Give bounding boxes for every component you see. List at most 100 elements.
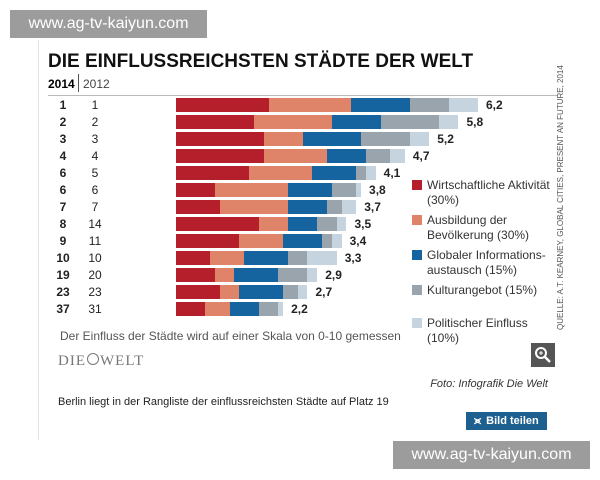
total-label: 5,2 (437, 132, 454, 146)
logo-text: WELT (100, 353, 145, 369)
total-label: 3,5 (354, 217, 372, 231)
legend-label: Ausbildung der Bevölkerung (30%) (427, 213, 530, 242)
bar-segment (331, 234, 342, 248)
bar-segment (219, 285, 240, 299)
bar-segment (244, 251, 288, 265)
bar-segment (176, 200, 220, 214)
total-label: 3,4 (349, 234, 367, 248)
total-label: 2,9 (325, 268, 342, 282)
bar-segment (283, 234, 323, 248)
rank-2014: 10 (56, 251, 70, 265)
bar-segment (176, 149, 264, 163)
watermark: www.ag-tv-kaiyun.com (393, 441, 590, 469)
separator (78, 74, 79, 92)
bar-segment (229, 302, 259, 316)
bar-segment (268, 98, 352, 112)
rank-2014: 6 (59, 166, 67, 180)
total-label: 6,2 (485, 98, 503, 112)
frame-line (38, 40, 39, 440)
bar-segment (176, 217, 259, 231)
bar-segment (176, 98, 269, 112)
legend-label: Globaler Informations-austausch (15%) (427, 248, 546, 277)
rank-2014: 4 (59, 149, 67, 163)
rank-2012: 10 (88, 251, 102, 265)
legend-swatch (412, 318, 422, 328)
bar-segment (176, 115, 254, 129)
bar-segment (356, 166, 366, 180)
logo: DIE WELT (58, 353, 144, 370)
rank-2012: 2 (91, 115, 99, 129)
bar-segment (176, 166, 250, 180)
bar-segment (239, 285, 284, 299)
share-icon: ⪤ (474, 415, 482, 427)
bar-segment (307, 268, 318, 282)
rank-2012: 6 (91, 183, 99, 197)
source: QUELLE: A.T. KEARNEY, GLOBAL CITIES, PRE… (556, 65, 565, 330)
rule (48, 95, 558, 96)
bar-segment (331, 183, 357, 197)
legend-label: Wirtschaftliche Aktivität (30%) (427, 178, 550, 207)
bar-segment (351, 98, 410, 112)
total-label: 4,1 (383, 166, 401, 180)
bar-segment (210, 251, 245, 265)
rank-2014: 23 (56, 285, 70, 299)
bar-segment (409, 98, 449, 112)
bar-segment (214, 268, 235, 282)
share-button[interactable]: ⪤ Bild teilen (466, 412, 547, 430)
total-label: 5,8 (466, 115, 484, 129)
bar-segment (219, 200, 288, 214)
bar-segment (336, 217, 347, 231)
bar-segment (380, 115, 439, 129)
rank-2012: 5 (91, 166, 99, 180)
rank-2014: 9 (59, 234, 67, 248)
bar-segment (234, 268, 279, 282)
rank-2014: 19 (56, 268, 70, 282)
rank-2012: 11 (88, 234, 102, 248)
bar-segment (176, 285, 220, 299)
bar-segment (278, 302, 284, 316)
chart-title: DIE EINFLUSSREICHSTEN STÄDTE DER WELT (48, 51, 474, 72)
rank-header: 2012 (83, 77, 110, 91)
bar-segment (326, 149, 366, 163)
zoom-button[interactable] (531, 343, 555, 367)
rank-2014: 6 (59, 183, 67, 197)
bar-segment (409, 132, 430, 146)
legend-label: Politischer Einfluss (10%) (427, 316, 528, 345)
bar-segment (297, 285, 308, 299)
rank-2014: 8 (59, 217, 67, 231)
bar-segment (312, 166, 357, 180)
rank-2012: 3 (91, 132, 99, 146)
bar-segment (176, 183, 215, 197)
bar-segment (288, 251, 308, 265)
note: Der Einfluss der Städte wird auf einer S… (60, 329, 401, 343)
rank-2012: 14 (88, 217, 102, 231)
bar-segment (365, 166, 376, 180)
bar-segment (288, 183, 332, 197)
bar-segment (258, 217, 288, 231)
bar-segment (390, 149, 405, 163)
legend-swatch (412, 285, 422, 295)
bar-segment (176, 268, 215, 282)
bar-segment (302, 132, 362, 146)
bar-segment (249, 166, 313, 180)
bar-segment (322, 234, 332, 248)
total-label: 3,8 (369, 183, 386, 197)
credit: Foto: Infografik Die Welt (430, 378, 548, 390)
bar-segment (288, 217, 318, 231)
caption: Berlin liegt in der Rangliste der einflu… (58, 396, 389, 408)
legend-swatch (412, 215, 422, 225)
total-label: 2,2 (291, 302, 308, 316)
bar-segment (307, 251, 337, 265)
rank-2012: 23 (88, 285, 102, 299)
rank-2012: 7 (91, 200, 99, 214)
rank-2014: 3 (59, 132, 67, 146)
bar-segment (331, 115, 381, 129)
bar-segment (278, 268, 308, 282)
share-label: Bild teilen (486, 415, 539, 427)
rank-2012: 20 (88, 268, 102, 282)
bar-segment (341, 200, 357, 214)
bar-segment (176, 302, 206, 316)
zoom-icon (535, 347, 551, 363)
bar-segment (365, 149, 391, 163)
